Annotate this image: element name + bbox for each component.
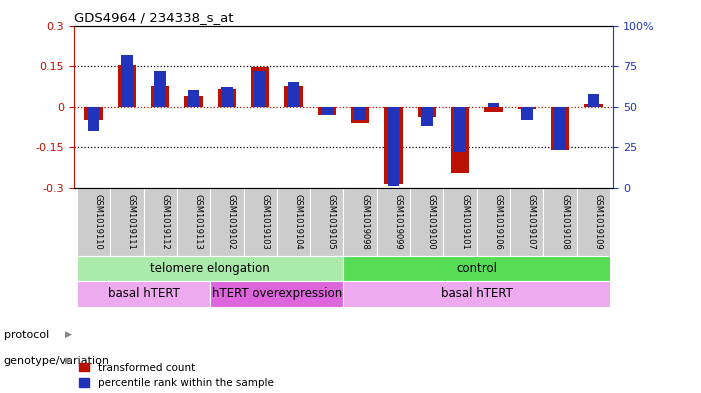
Bar xyxy=(318,107,336,115)
Text: GSM1019102: GSM1019102 xyxy=(227,194,236,250)
Bar xyxy=(454,107,466,152)
Bar xyxy=(388,107,400,186)
Bar xyxy=(77,256,343,281)
Text: GSM1019108: GSM1019108 xyxy=(560,194,569,250)
Text: control: control xyxy=(456,262,497,275)
Bar xyxy=(77,281,210,307)
Bar xyxy=(121,55,132,107)
Bar xyxy=(521,107,533,119)
Bar xyxy=(110,188,144,256)
Text: ▶: ▶ xyxy=(64,331,72,339)
Bar xyxy=(321,107,333,115)
Bar xyxy=(421,107,433,126)
Text: GSM1019109: GSM1019109 xyxy=(593,194,602,250)
Bar xyxy=(151,86,170,107)
Bar xyxy=(343,188,377,256)
Text: GSM1019105: GSM1019105 xyxy=(327,194,336,250)
Bar xyxy=(484,107,503,112)
Bar xyxy=(410,188,444,256)
Bar xyxy=(77,188,110,256)
Bar xyxy=(210,188,243,256)
Bar xyxy=(254,71,266,107)
Text: protocol: protocol xyxy=(4,330,49,340)
Bar xyxy=(243,188,277,256)
Bar xyxy=(144,188,177,256)
Bar xyxy=(451,107,469,173)
Text: GSM1019104: GSM1019104 xyxy=(294,194,303,250)
Text: GSM1019112: GSM1019112 xyxy=(161,194,169,250)
Text: GSM1019106: GSM1019106 xyxy=(494,194,503,250)
Text: GSM1019098: GSM1019098 xyxy=(360,194,369,250)
Text: GSM1019113: GSM1019113 xyxy=(193,194,203,250)
Text: ▶: ▶ xyxy=(64,356,72,365)
Text: GSM1019099: GSM1019099 xyxy=(393,194,402,250)
Bar xyxy=(543,188,577,256)
Bar xyxy=(377,188,410,256)
Bar xyxy=(84,107,103,120)
Bar xyxy=(188,90,199,107)
Bar xyxy=(287,82,299,107)
Bar xyxy=(384,107,402,184)
Bar xyxy=(184,96,203,107)
Text: hTERT overexpression: hTERT overexpression xyxy=(212,287,342,300)
Bar xyxy=(554,107,566,151)
Legend: transformed count, percentile rank within the sample: transformed count, percentile rank withi… xyxy=(79,363,273,388)
Bar xyxy=(477,188,510,256)
Bar xyxy=(354,107,366,119)
Bar xyxy=(218,89,236,107)
Bar xyxy=(210,281,343,307)
Bar xyxy=(587,94,599,107)
Bar xyxy=(154,71,166,107)
Bar xyxy=(577,188,610,256)
Bar xyxy=(418,107,436,118)
Bar xyxy=(551,107,569,150)
Text: GSM1019110: GSM1019110 xyxy=(94,194,102,250)
Text: GDS4964 / 234338_s_at: GDS4964 / 234338_s_at xyxy=(74,11,233,24)
Text: GSM1019100: GSM1019100 xyxy=(427,194,436,250)
Bar xyxy=(221,87,233,107)
Text: GSM1019101: GSM1019101 xyxy=(460,194,469,250)
Bar xyxy=(88,107,100,131)
Bar xyxy=(584,104,603,107)
Bar xyxy=(444,188,477,256)
Bar xyxy=(488,103,499,107)
Bar xyxy=(277,188,310,256)
Text: basal hTERT: basal hTERT xyxy=(108,287,179,300)
Text: GSM1019107: GSM1019107 xyxy=(526,194,536,250)
Text: basal hTERT: basal hTERT xyxy=(441,287,512,300)
Bar xyxy=(343,256,610,281)
Bar xyxy=(343,281,610,307)
Text: GSM1019111: GSM1019111 xyxy=(127,194,136,250)
Text: GSM1019103: GSM1019103 xyxy=(260,194,269,250)
Text: genotype/variation: genotype/variation xyxy=(4,356,109,366)
Bar xyxy=(310,188,343,256)
Bar xyxy=(118,65,136,107)
Bar xyxy=(285,86,303,107)
Bar xyxy=(510,188,543,256)
Bar xyxy=(177,188,210,256)
Bar xyxy=(351,107,369,123)
Bar xyxy=(251,68,269,107)
Bar xyxy=(517,107,536,109)
Text: telomere elongation: telomere elongation xyxy=(150,262,270,275)
